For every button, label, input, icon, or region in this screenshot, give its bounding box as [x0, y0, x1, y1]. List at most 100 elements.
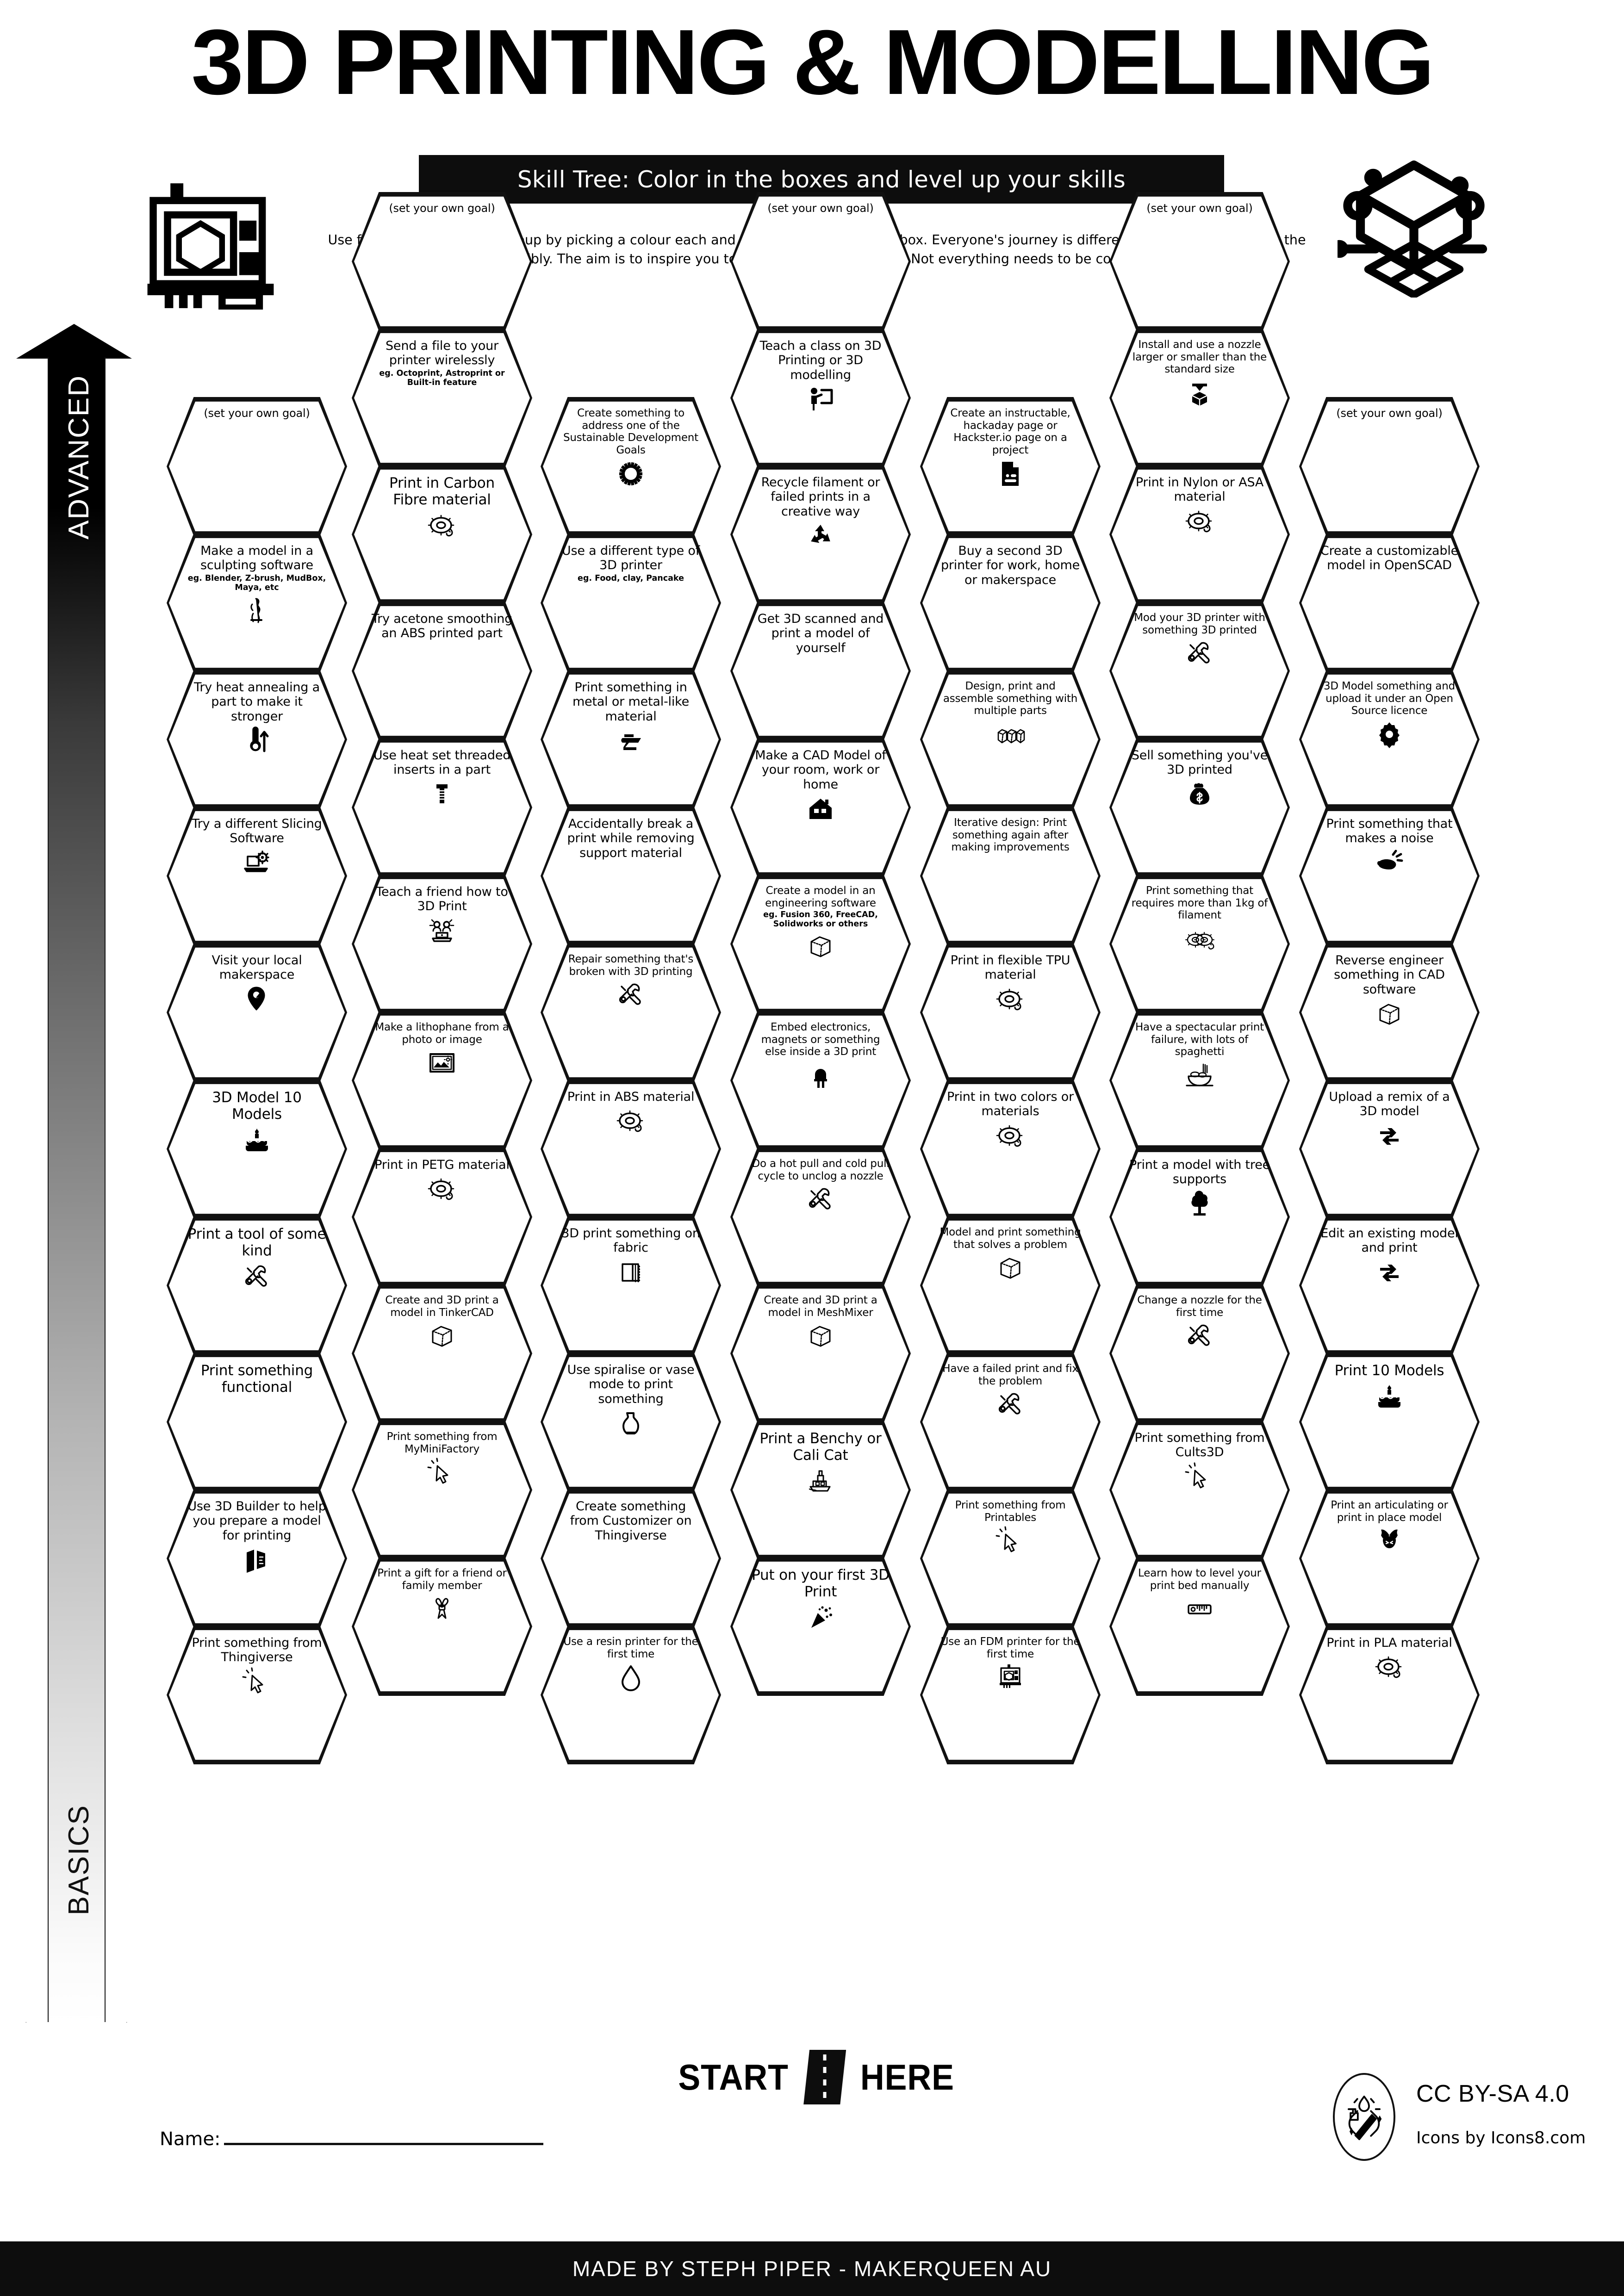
skill-hex-c4r3[interactable]: Get 3D scanned and print a model of your… — [730, 602, 911, 740]
skill-hex-c7r5[interactable]: Reverse engineer something in CAD softwa… — [1299, 943, 1480, 1082]
skill-hex-c6r1[interactable]: Install and use a nozzle larger or small… — [1109, 329, 1290, 467]
skill-hex-c2r1[interactable]: Send a file to your printer wirelessly eg… — [352, 329, 532, 467]
skill-hex-c7r8[interactable]: Print 10 Models — [1299, 1353, 1480, 1491]
skill-hex-c1r10[interactable]: Print something from Thingiverse — [167, 1626, 347, 1764]
skill-hex-c4r6[interactable]: Embed electronics, magnets or something … — [730, 1011, 911, 1150]
skill-hex-c7r9[interactable]: Print an articulating or print in place … — [1299, 1489, 1480, 1628]
hex-fill — [543, 1630, 719, 1760]
skill-hex-c5r4[interactable]: Iterative design: Print something again … — [920, 807, 1101, 945]
skill-hex-c3r3[interactable]: Print something in metal or metal-like m… — [541, 670, 721, 809]
skill-hex-c5r3[interactable]: Design, print and assemble something wit… — [920, 670, 1101, 809]
skill-hex-c5r6[interactable]: Print in two colors or materials — [920, 1080, 1101, 1218]
hex-title: (set your own goal) — [204, 407, 310, 420]
skill-hex-c7r3[interactable]: 3D Model something and upload it under a… — [1299, 670, 1480, 809]
skill-hex-c5r1[interactable]: Create an instructable, hackaday page or… — [920, 397, 1101, 536]
skill-hex-c6r10[interactable]: Learn how to level your print bed manual… — [1109, 1557, 1290, 1696]
skill-hex-c7r2[interactable]: Create a customizable model in OpenSCAD — [1299, 534, 1480, 672]
skill-hex-c1r3[interactable]: Try heat annealing a part to make it str… — [167, 670, 347, 809]
skill-hex-c7r10[interactable]: Print in PLA material — [1299, 1626, 1480, 1764]
skill-hex-c3r7[interactable]: 3D print something on fabric — [541, 1216, 721, 1355]
hex-fill — [922, 1220, 1098, 1351]
skill-hex-c5r7[interactable]: Model and print something that solves a … — [920, 1216, 1101, 1355]
skill-hex-c2r0[interactable]: (set your own goal) — [352, 192, 532, 331]
hex-content: Create a model in an engineering softwar… — [730, 875, 911, 1013]
skill-hex-c4r4[interactable]: Make a CAD Model of your room, work or h… — [730, 738, 911, 877]
skill-hex-c7r4[interactable]: Print something that makes a noise — [1299, 807, 1480, 945]
skill-hex-c3r8[interactable]: Use spiralise or vase mode to print some… — [541, 1353, 721, 1491]
skill-hex-c1r4[interactable]: Try a different Slicing Software — [167, 807, 347, 945]
presenter-icon — [806, 385, 835, 414]
hex-content: Use a resin printer for the first time — [541, 1626, 721, 1764]
skill-hex-c6r9[interactable]: Print something from Cults3D — [1109, 1421, 1290, 1559]
skill-hex-c1r1[interactable]: (set your own goal) — [167, 397, 347, 536]
hex-title: Teach a class on 3D Printing or 3D model… — [759, 339, 882, 382]
skill-hex-c5r8[interactable]: Have a failed print and fix the problem — [920, 1353, 1101, 1491]
skill-hex-c3r9[interactable]: Create something from Customizer on Thin… — [541, 1489, 721, 1628]
skill-hex-c6r6[interactable]: Have a spectacular print failure, with l… — [1109, 1011, 1290, 1150]
skill-hex-c2r7[interactable]: Print in PETG material — [352, 1148, 532, 1286]
skill-hex-c2r4[interactable]: Use heat set threaded inserts in a part — [352, 738, 532, 877]
skill-hex-c4r2[interactable]: Recycle filament or failed prints in a c… — [730, 465, 911, 604]
skill-hex-c2r3[interactable]: Try acetone smoothing an ABS printed par… — [352, 602, 532, 740]
cursor-click-icon — [427, 1458, 457, 1487]
hex-fill — [1301, 1630, 1477, 1760]
skill-hex-c3r5[interactable]: Repair something that's broken with 3D p… — [541, 943, 721, 1082]
skill-hex-c4r1[interactable]: Teach a class on 3D Printing or 3D model… — [730, 329, 911, 467]
skill-hex-c2r5[interactable]: Teach a friend how to 3D Print — [352, 875, 532, 1013]
skill-hex-c5r2[interactable]: Buy a second 3D printer for work, home o… — [920, 534, 1101, 672]
skill-hex-c7r6[interactable]: Upload a remix of a 3D model — [1299, 1080, 1480, 1218]
skill-hex-c2r8[interactable]: Create and 3D print a model in TinkerCAD — [352, 1284, 532, 1423]
hex-content: Create something from Customizer on Thin… — [541, 1489, 721, 1628]
skill-hex-c5r5[interactable]: Print in flexible TPU material — [920, 943, 1101, 1082]
hex-fill — [1112, 1288, 1288, 1419]
skill-hex-c6r3[interactable]: Mod your 3D printer with something 3D pr… — [1109, 602, 1290, 740]
skill-hex-c3r1[interactable]: Create something to address one of the S… — [541, 397, 721, 536]
hex-fill — [1301, 1084, 1477, 1214]
skill-hex-c6r5[interactable]: Print something that requires more than … — [1109, 875, 1290, 1013]
hex-fill — [922, 674, 1098, 805]
road-icon — [803, 2050, 846, 2104]
hex-content: Visit your local makerspace — [167, 943, 347, 1082]
skill-hex-c6r8[interactable]: Change a nozzle for the first time — [1109, 1284, 1290, 1423]
skill-hex-c4r7[interactable]: Do a hot pull and cold pull cycle to unc… — [730, 1148, 911, 1286]
3d-builder-icon — [242, 1545, 272, 1575]
skill-hex-c1r9[interactable]: Use 3D Builder to help you prepare a mod… — [167, 1489, 347, 1628]
skill-hex-c5r10[interactable]: Use an FDM printer for the first time — [920, 1626, 1101, 1764]
hex-title: 3D Model something and upload it under a… — [1324, 680, 1455, 717]
hex-fill — [1112, 742, 1288, 873]
skill-hex-c3r4[interactable]: Accidentally break a print while removin… — [541, 807, 721, 945]
hex-title: (set your own goal) — [1146, 202, 1253, 215]
skill-hex-c1r7[interactable]: Print a tool of some kind — [167, 1216, 347, 1355]
skill-hex-c3r6[interactable]: Print in ABS material — [541, 1080, 721, 1218]
hex-fill — [543, 811, 719, 941]
hex-title: Edit an existing model and print — [1320, 1226, 1458, 1255]
skill-hex-c6r2[interactable]: Print in Nylon or ASA material — [1109, 465, 1290, 604]
skill-hex-c6r7[interactable]: Print a model with tree supports — [1109, 1148, 1290, 1286]
skill-hex-c1r2[interactable]: Make a model in a sculpting software eg. … — [167, 534, 347, 672]
skill-hex-c2r9[interactable]: Print something from MyMiniFactory — [352, 1421, 532, 1559]
hex-title: Repair something that's broken with 3D p… — [568, 953, 694, 978]
skill-hex-c2r10[interactable]: Print a gift for a friend or family memb… — [352, 1557, 532, 1696]
name-write-line[interactable] — [224, 2143, 544, 2145]
skill-hex-c2r2[interactable]: Print in Carbon Fibre material — [352, 465, 532, 604]
skill-hex-c3r10[interactable]: Use a resin printer for the first time — [541, 1626, 721, 1764]
skill-hex-c4r5[interactable]: Create a model in an engineering softwar… — [730, 875, 911, 1013]
skill-hex-c1r8[interactable]: Print something functional — [167, 1353, 347, 1491]
skill-hex-c7r1[interactable]: (set your own goal) — [1299, 397, 1480, 536]
hex-content: Create and 3D print a model in TinkerCAD — [352, 1284, 532, 1423]
skill-hex-c6r4[interactable]: Sell something you've 3D printed — [1109, 738, 1290, 877]
name-field[interactable]: Name: — [160, 2128, 544, 2150]
skill-hex-c4r0[interactable]: (set your own goal) — [730, 192, 911, 331]
skill-hex-c1r6[interactable]: 3D Model 10 Models — [167, 1080, 347, 1218]
skill-hex-c3r2[interactable]: Use a different type of 3D printer eg. Fo… — [541, 534, 721, 672]
skill-hex-c4r9[interactable]: Print a Benchy or Cali Cat — [730, 1421, 911, 1559]
hex-content: Sell something you've 3D printed — [1109, 738, 1290, 877]
skill-hex-c1r5[interactable]: Visit your local makerspace — [167, 943, 347, 1082]
skill-hex-c4r8[interactable]: Create and 3D print a model in MeshMixer — [730, 1284, 911, 1423]
skill-hex-c4r10[interactable]: Put on your first 3D Print — [730, 1557, 911, 1696]
skill-hex-c2r6[interactable]: Make a lithophane from a photo or image — [352, 1011, 532, 1150]
skill-hex-c5r9[interactable]: Print something from Printables — [920, 1489, 1101, 1628]
skill-hex-c7r7[interactable]: Edit an existing model and print — [1299, 1216, 1480, 1355]
skill-hex-c6r0[interactable]: (set your own goal) — [1109, 192, 1290, 331]
